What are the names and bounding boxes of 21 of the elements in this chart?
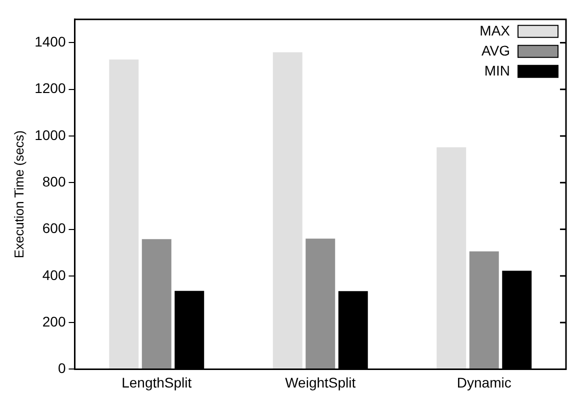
y-tick-label: 0 [58, 360, 66, 376]
bar [306, 238, 336, 369]
bar [469, 251, 499, 369]
legend-label: MIN [484, 62, 510, 78]
y-tick-label: 200 [42, 313, 66, 330]
bar [142, 239, 172, 369]
y-tick-label: 1000 [34, 126, 66, 143]
y-tick-label: 600 [42, 220, 66, 236]
bar [272, 52, 302, 369]
x-tick-label: LengthSplit [122, 374, 192, 390]
y-tick-label: 800 [42, 174, 66, 190]
bar [436, 147, 466, 369]
x-tick-label: Dynamic [456, 374, 512, 390]
legend-label: AVG [481, 42, 510, 58]
x-tick-label: WeightSplit [285, 374, 356, 390]
y-axis-title: Execution Time (secs) [11, 130, 26, 258]
y-tick-label: 1200 [34, 80, 66, 96]
bar [109, 60, 139, 369]
y-tick-label: 400 [42, 266, 66, 283]
legend-label: MAX [480, 22, 511, 38]
y-tick-label: 1400 [34, 34, 66, 50]
